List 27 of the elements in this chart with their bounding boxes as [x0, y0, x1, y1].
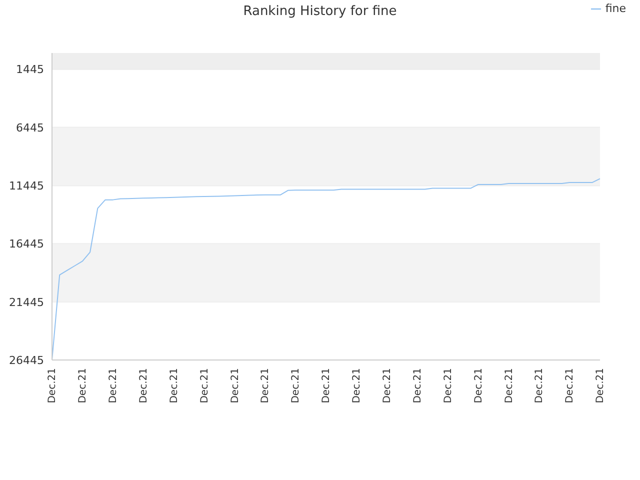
x-tick-label: Dec.21	[138, 368, 150, 404]
y-tick-label: 11445	[9, 179, 44, 192]
x-tick-label: Dec.21	[442, 368, 454, 404]
y-tick-label: 16445	[9, 238, 44, 251]
x-tick-label: Dec.21	[504, 368, 515, 404]
x-tick-label: Dec.21	[473, 368, 484, 404]
x-tick-label: Dec.21	[321, 368, 332, 404]
x-tick-label: Dec.21	[412, 368, 424, 404]
y-tick-label: 1445	[16, 63, 44, 76]
legend-label: fine	[605, 2, 626, 15]
x-tick-label: Dec.21	[230, 368, 241, 404]
x-tick-label: Dec.21	[78, 368, 89, 404]
x-tick-label: Dec.21	[199, 368, 210, 404]
x-tick-label: Dec.21	[108, 368, 119, 404]
x-tick-label: Dec.21	[260, 368, 272, 404]
x-tick-label: Dec.21	[534, 368, 546, 404]
x-tick-label: Dec.21	[382, 368, 393, 404]
y-tick-label: 26445	[9, 354, 44, 367]
chart-title: Ranking History for fine	[243, 4, 397, 19]
x-tick-label: Dec.21	[168, 368, 180, 404]
y-tick-label: 6445	[16, 121, 44, 134]
x-tick-label: Dec.21	[352, 368, 363, 404]
y-tick-label: 21445	[9, 296, 44, 309]
x-tick-label: Dec.21	[595, 368, 606, 404]
x-tick-label: Dec.21	[290, 368, 302, 404]
x-tick-label: Dec.21	[47, 368, 58, 404]
x-tick-label: Dec.21	[564, 368, 576, 404]
